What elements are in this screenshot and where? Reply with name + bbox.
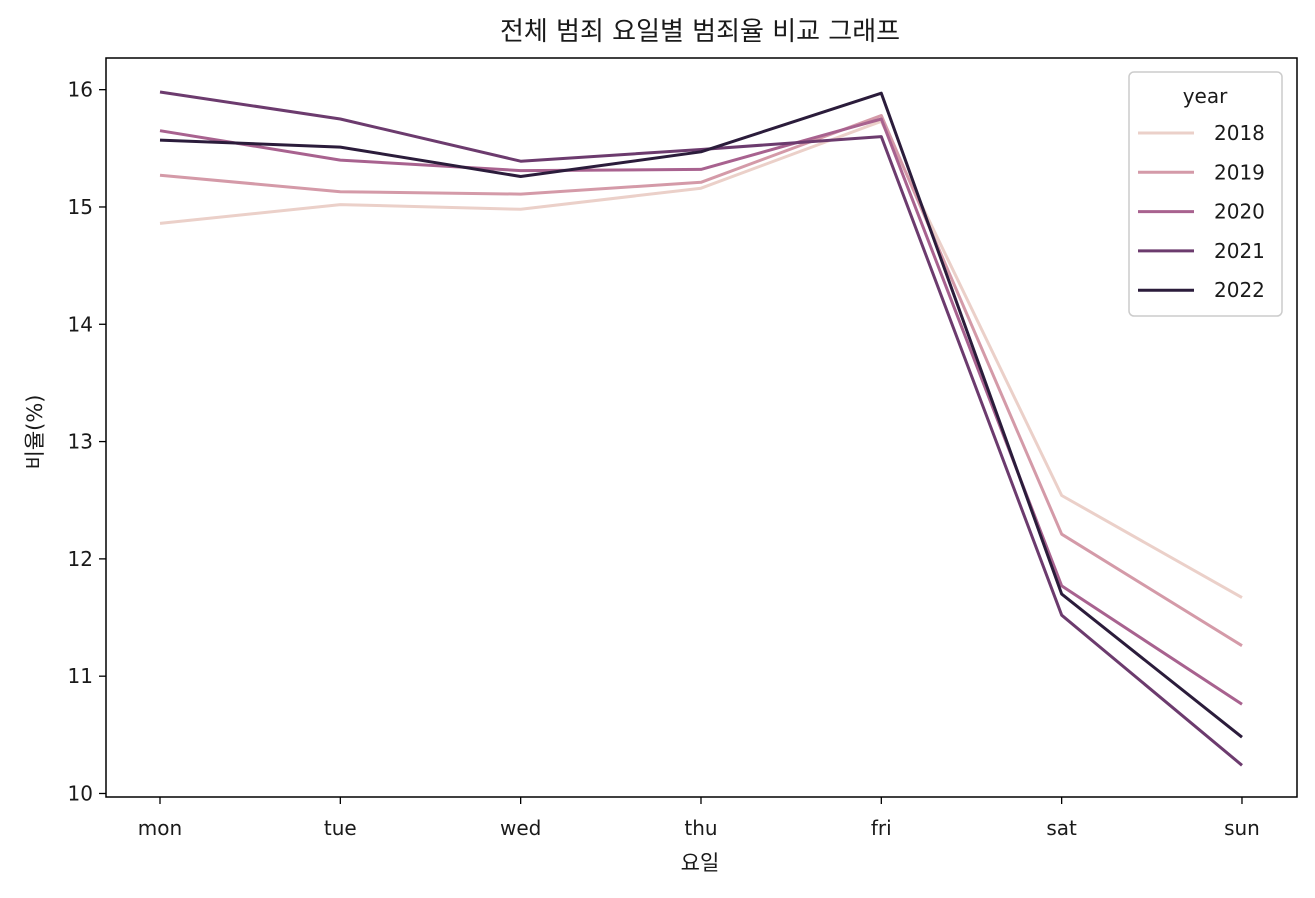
y-tick-label: 11 xyxy=(68,664,93,688)
series-line-2020 xyxy=(159,117,1243,706)
series-line-2018 xyxy=(159,119,1243,599)
legend-label-2018: 2018 xyxy=(1214,121,1265,145)
x-tick-label: fri xyxy=(871,816,892,840)
y-tick-label: 14 xyxy=(68,312,93,336)
legend-label-2022: 2022 xyxy=(1214,278,1265,302)
plot-area xyxy=(105,57,1298,798)
series-line-2022 xyxy=(159,91,1243,739)
legend-label-2020: 2020 xyxy=(1214,200,1265,224)
x-axis: mon tue wed thu fri sat sun xyxy=(138,797,1260,840)
x-tick-label: wed xyxy=(500,816,541,840)
x-axis-title: 요일 xyxy=(681,851,720,875)
legend-title: year xyxy=(1183,84,1228,108)
legend-items: 2018 2019 2020 2021 2022 xyxy=(1138,121,1265,302)
legend: year 2018 2019 2020 2021 2022 xyxy=(1128,71,1283,317)
chart-title: 전체 범죄 요일별 범죄율 비교 그래프 xyxy=(500,17,900,47)
y-tick-label: 15 xyxy=(68,195,93,219)
x-tick-label: tue xyxy=(324,816,357,840)
y-axis-title: 비율(%) xyxy=(23,395,47,470)
legend-label-2019: 2019 xyxy=(1214,160,1265,184)
series-line-2021 xyxy=(159,90,1243,767)
y-axis: 10 11 12 13 14 15 16 xyxy=(68,78,106,805)
x-tick-label: thu xyxy=(684,816,717,840)
legend-label-2021: 2021 xyxy=(1214,239,1265,263)
x-tick-label: mon xyxy=(138,816,182,840)
y-tick-label: 10 xyxy=(68,781,93,805)
y-tick-label: 13 xyxy=(68,430,93,454)
y-tick-label: 12 xyxy=(68,547,93,571)
x-tick-label: sat xyxy=(1046,816,1077,840)
series-line-2019 xyxy=(159,114,1243,647)
y-tick-label: 16 xyxy=(68,78,93,102)
x-tick-label: sun xyxy=(1224,816,1260,840)
series-lines xyxy=(159,90,1243,767)
